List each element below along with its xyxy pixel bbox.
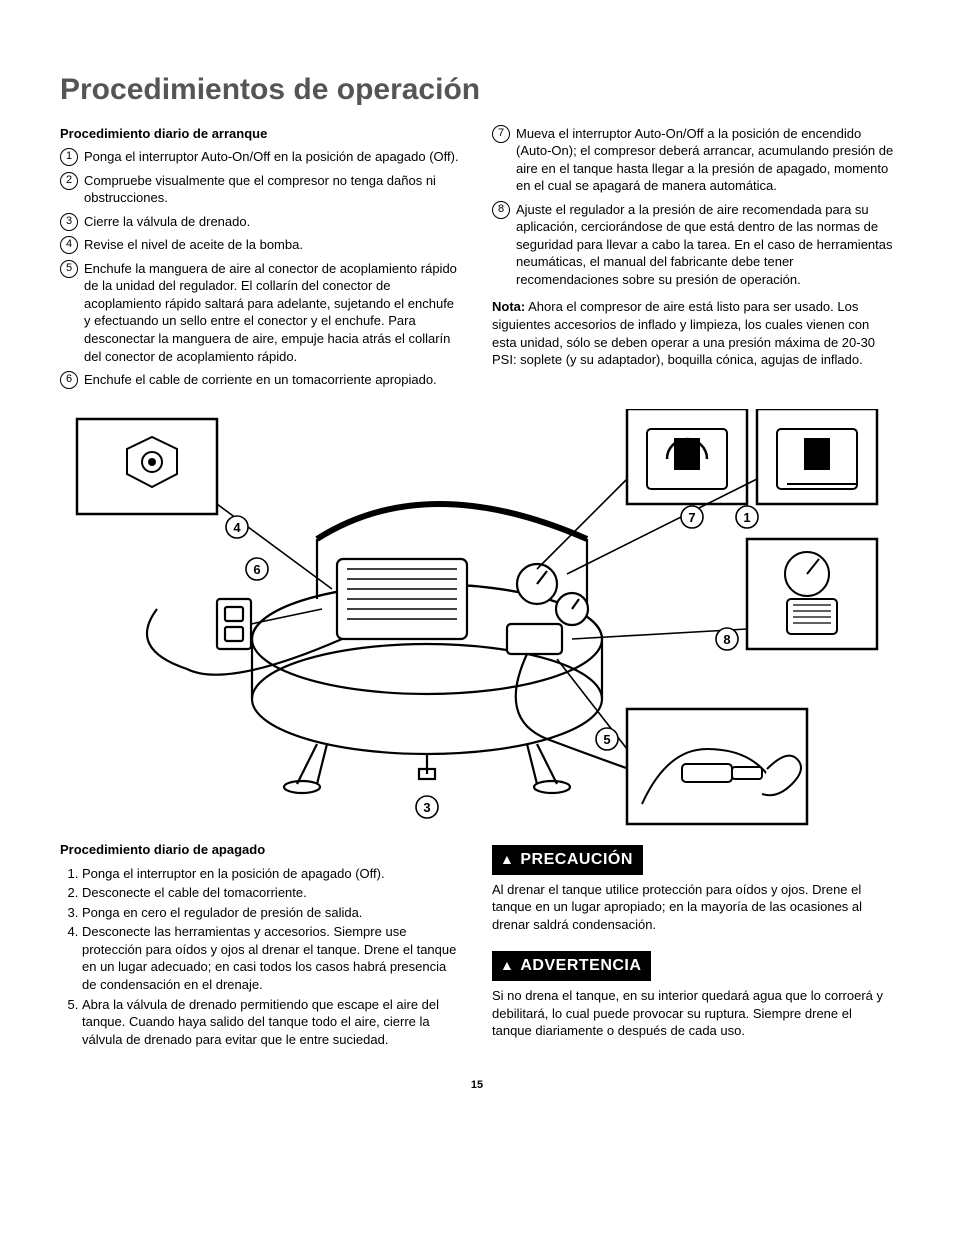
page-title: Procedimientos de operación: [60, 70, 894, 111]
step-8: Ajuste el regulador a la presión de aire…: [492, 201, 894, 289]
shutdown-column: Procedimiento diario de apagado Ponga el…: [60, 841, 462, 1053]
advertencia-text: Si no drena el tanque, en su interior qu…: [492, 987, 894, 1040]
callout-3: 3: [423, 800, 430, 815]
callout-8: 8: [723, 632, 730, 647]
nota-label: Nota:: [492, 299, 525, 314]
shutdown-1: Ponga el interruptor en la posición de a…: [82, 865, 462, 883]
warning-icon: ▲: [500, 956, 514, 975]
warnings-column: ▲ PRECAUCIÓN Al drenar el tanque utilice …: [492, 841, 894, 1053]
intro-columns: Procedimiento diario de arranque Ponga e…: [60, 125, 894, 395]
shutdown-5: Abra la válvula de drenado permitiendo q…: [82, 996, 462, 1049]
shutdown-4: Desconecte las herramientas y accesorios…: [82, 923, 462, 993]
callout-5: 5: [603, 732, 610, 747]
precaucion-text: Al drenar el tanque utilice protección p…: [492, 881, 894, 934]
callout-7: 7: [688, 510, 695, 525]
shutdown-steps: Ponga el interruptor en la posición de a…: [60, 865, 462, 1048]
shutdown-heading: Procedimiento diario de apagado: [60, 841, 462, 859]
shutdown-3: Ponga en cero el regulador de presión de…: [82, 904, 462, 922]
step-1: Ponga el interruptor Auto-On/Off en la p…: [60, 148, 462, 166]
step-3: Cierre la válvula de drenado.: [60, 213, 462, 231]
shutdown-2: Desconecte el cable del tomacorriente.: [82, 884, 462, 902]
precaucion-box: ▲ PRECAUCIÓN: [492, 845, 643, 875]
startup-steps-right: Mueva el interruptor Auto-On/Off a la po…: [492, 125, 894, 289]
callout-4: 4: [233, 520, 241, 535]
right-column: Mueva el interruptor Auto-On/Off a la po…: [492, 125, 894, 395]
left-column: Procedimiento diario de arranque Ponga e…: [60, 125, 462, 395]
compressor-diagram: 4 6 3 5 7 1 8: [60, 409, 894, 834]
step-6: Enchufe el cable de corriente en un toma…: [60, 371, 462, 389]
callout-1: 1: [743, 510, 750, 525]
nota: Nota: Ahora el compresor de aire está li…: [492, 298, 894, 368]
step-7: Mueva el interruptor Auto-On/Off a la po…: [492, 125, 894, 195]
callout-6: 6: [253, 562, 260, 577]
step-4: Revise el nivel de aceite de la bomba.: [60, 236, 462, 254]
startup-steps: Ponga el interruptor Auto-On/Off en la p…: [60, 148, 462, 389]
startup-heading: Procedimiento diario de arranque: [60, 125, 462, 143]
nota-text: Ahora el compresor de aire está listo pa…: [492, 299, 875, 367]
bottom-columns: Procedimiento diario de apagado Ponga el…: [60, 841, 894, 1053]
advertencia-box: ▲ ADVERTENCIA: [492, 951, 651, 981]
step-2: Compruebe visualmente que el compresor n…: [60, 172, 462, 207]
diagram-svg: 4 6 3 5 7 1 8: [67, 409, 887, 829]
warning-icon: ▲: [500, 850, 514, 869]
step-5: Enchufe la manguera de aire al conector …: [60, 260, 462, 365]
precaucion-label: PRECAUCIÓN: [520, 851, 633, 868]
advertencia-label: ADVERTENCIA: [520, 957, 641, 974]
page-number: 15: [60, 1078, 894, 1093]
